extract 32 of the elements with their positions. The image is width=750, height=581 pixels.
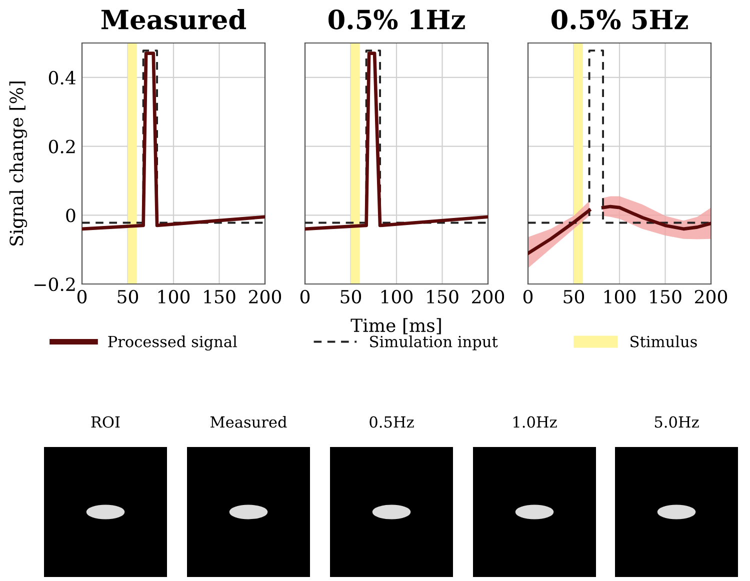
y-tick-label: 0.2 [48,140,75,154]
x-tick-label: 200 [694,290,728,304]
x-tick-label: 150 [427,290,458,304]
legend-label: Processed signal [108,336,237,350]
x-tick-label: 0 [523,290,533,304]
x-tick-label: 150 [204,290,236,304]
x-tick-label: 0 [77,290,87,304]
text: 5.0Hz [654,416,699,428]
text: Measured [210,416,287,428]
text: 1.0Hz [514,416,557,428]
chart-title: Measured [101,9,246,30]
legend-label: Stimulus [630,336,697,348]
y-tick-label: 0 [66,208,76,222]
x-tick-label: 100 [381,290,413,304]
text: 0.5Hz [370,416,414,428]
x-tick-label: 200 [248,290,282,304]
x-tick-label: 50 [340,290,362,304]
chart-title: 0.5% 1Hz [328,10,465,30]
x-tick-label: 50 [564,290,584,304]
x-tick-label: 150 [650,290,682,304]
x-tick-label: 100 [158,290,190,304]
x-tick-label: 50 [118,290,138,304]
x-tick-label: 0 [300,290,310,304]
x-tick-label: 200 [472,290,504,304]
x-axis-title: Time [ms] [350,318,441,334]
text: ROI [91,416,120,428]
y-axis-title: Signal change [%] [9,82,28,246]
y-tick-label: 0.4 [48,70,76,85]
legend-label: Simulation input [370,336,498,350]
x-tick-label: 100 [604,290,636,304]
y-tick-label: −0.2 [34,277,75,292]
chart-title: 0.5% 5Hz [552,10,688,30]
